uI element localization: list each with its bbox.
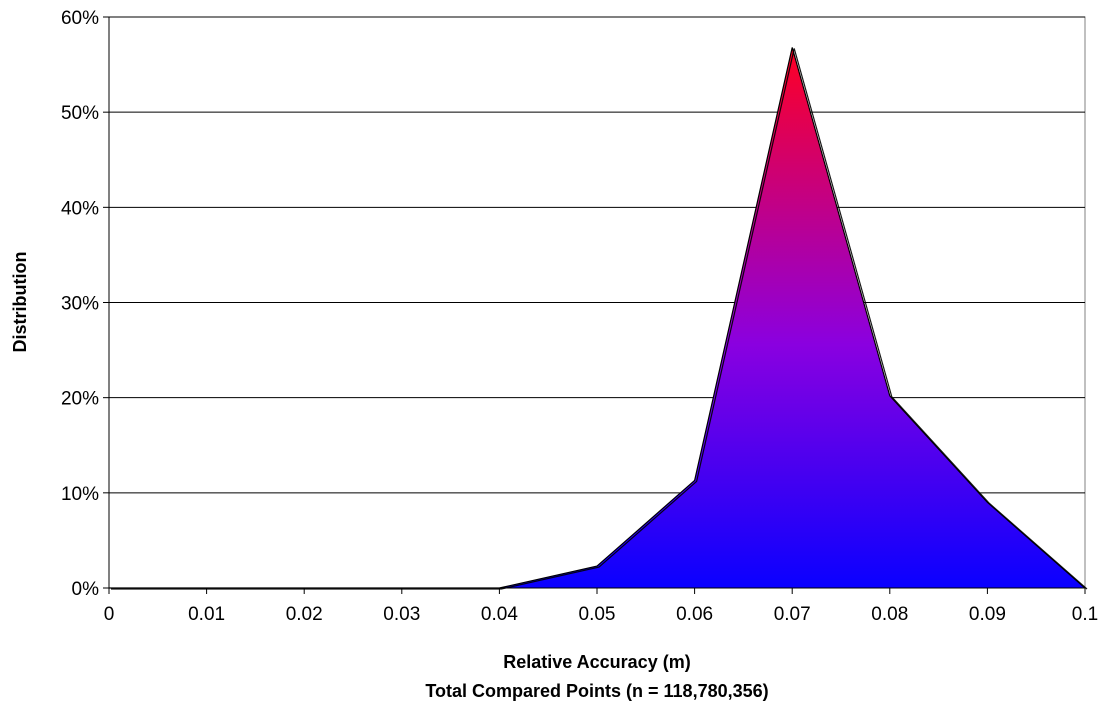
y-tick-label-2: 20% <box>61 389 99 410</box>
y-tick-label-0: 0% <box>72 579 100 600</box>
x-tick-label-10: 0.1 <box>1072 604 1098 625</box>
x-tick-label-5: 0.05 <box>579 604 616 625</box>
x-tick-label-6: 0.06 <box>676 604 713 625</box>
x-tick-label-0: 0 <box>104 604 115 625</box>
x-tick-label-1: 0.01 <box>188 604 225 625</box>
x-tick-label-8: 0.08 <box>871 604 908 625</box>
y-tick-label-5: 50% <box>61 103 99 124</box>
x-axis-subtitle: Total Compared Points (n = 118,780,356) <box>425 681 768 701</box>
x-tick-label-7: 0.07 <box>774 604 811 625</box>
x-axis-title: Relative Accuracy (m) <box>503 652 690 672</box>
area-shadow <box>111 48 1088 590</box>
y-tick-label-6: 60% <box>61 8 99 29</box>
x-tick-label-4: 0.04 <box>481 604 518 625</box>
x-tick-label-9: 0.09 <box>969 604 1006 625</box>
x-axis-ticks: 0 0.01 0.02 0.03 0.04 0.05 0.06 0.07 0.08 0.09 0.1 <box>104 588 1098 625</box>
y-tick-label-3: 30% <box>61 294 99 315</box>
x-tick-label-3: 0.03 <box>383 604 420 625</box>
area-fill <box>109 47 1085 589</box>
y-axis-ticks: 0% 10% 20% 30% 40% 50% 60% <box>61 8 109 600</box>
x-tick-label-2: 0.02 <box>286 604 323 625</box>
y-tick-label-4: 40% <box>61 198 99 219</box>
y-tick-label-1: 10% <box>61 484 99 505</box>
y-axis-title: Distribution <box>10 252 30 353</box>
